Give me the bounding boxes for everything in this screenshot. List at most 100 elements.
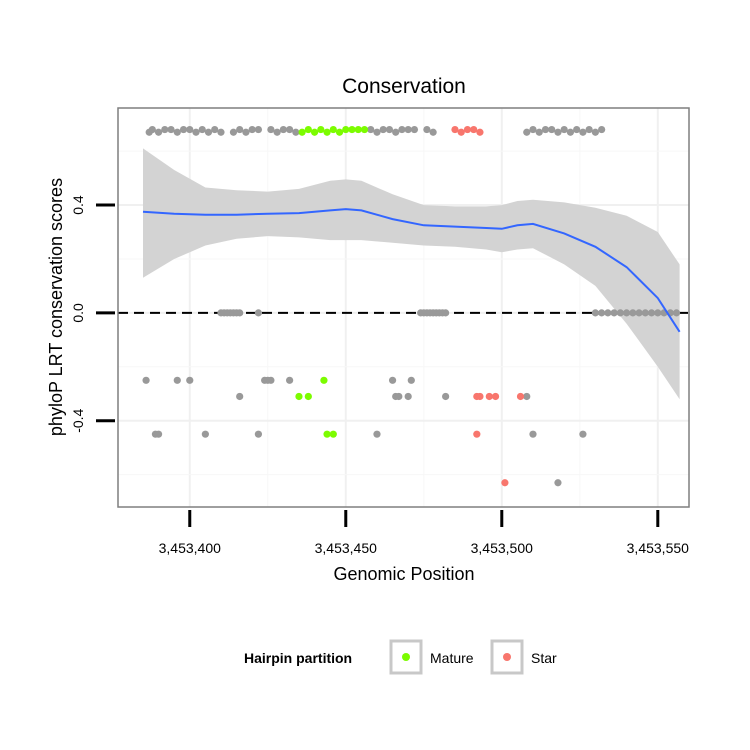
confidence-ribbon (143, 148, 680, 400)
chart-title: Conservation (342, 75, 466, 98)
point-other (236, 309, 244, 317)
point-other (173, 128, 181, 136)
point-other (598, 309, 606, 317)
point-mature (317, 125, 325, 134)
point-other (148, 125, 156, 134)
point-other (579, 128, 587, 136)
point-star (451, 125, 459, 134)
point-other (560, 125, 568, 134)
legend-label-mature: Mature (430, 650, 474, 666)
point-star (485, 392, 493, 401)
point-other (385, 125, 394, 134)
point-other (204, 128, 213, 136)
point-other (647, 309, 656, 317)
point-other (373, 128, 381, 136)
point-other (254, 125, 263, 134)
point-other (388, 376, 397, 384)
point-other (236, 125, 244, 134)
point-other (217, 128, 225, 136)
point-mature (323, 128, 331, 136)
point-other (267, 376, 275, 384)
point-other (654, 309, 662, 317)
point-other (429, 128, 437, 136)
point-other (248, 125, 256, 134)
plot-background (118, 108, 689, 507)
y-axis: 0.4 0.0 -0.4 (70, 195, 115, 433)
point-other (179, 125, 188, 134)
point-other (523, 392, 531, 401)
x-tick-label: 3,453,550 (627, 540, 689, 556)
legend-dot-mature (402, 653, 410, 661)
legend-label-star: Star (531, 650, 557, 666)
point-other (292, 128, 300, 136)
point-other (407, 376, 415, 384)
y-tick-label: 0.0 (70, 303, 86, 323)
point-star (463, 125, 472, 134)
point-other (186, 376, 194, 384)
legend-key-mature (389, 639, 423, 675)
point-other (201, 430, 209, 438)
point-other (635, 309, 643, 317)
point-mature (342, 125, 350, 134)
point-mature (320, 376, 328, 384)
point-other (142, 376, 150, 384)
point-other (367, 125, 375, 134)
point-other (173, 376, 181, 384)
point-star (470, 125, 478, 134)
point-other (161, 125, 169, 134)
point-mature (323, 430, 331, 438)
x-axis-label: Genomic Position (333, 564, 474, 584)
point-mature (348, 125, 356, 134)
point-mature (310, 128, 319, 136)
point-other (410, 125, 419, 134)
point-star (473, 430, 481, 438)
point-other (423, 125, 431, 134)
point-mature (360, 125, 369, 134)
legend: Hairpin partition Mature Star (244, 639, 557, 675)
point-other (579, 430, 587, 438)
point-other (616, 309, 624, 317)
point-mature (295, 392, 303, 401)
point-other (242, 128, 250, 136)
point-other (404, 392, 412, 401)
point-mature (304, 392, 312, 401)
point-other (379, 125, 387, 134)
point-other (535, 128, 543, 136)
point-other (154, 128, 163, 136)
point-other (404, 125, 412, 134)
point-other (529, 430, 537, 438)
point-other (591, 309, 599, 317)
point-other (398, 125, 406, 134)
point-other (395, 392, 403, 401)
point-other (279, 125, 287, 134)
point-other (198, 125, 206, 134)
smooth-line (142, 208, 681, 333)
point-other (541, 125, 550, 134)
point-other (554, 479, 562, 487)
y-axis-label: phyloP LRT conservation scores (46, 178, 66, 436)
legend-title: Hairpin partition (244, 650, 352, 666)
point-mature (304, 125, 312, 134)
y-tick-label: -0.4 (70, 408, 86, 432)
point-other (610, 309, 618, 317)
point-other (585, 125, 593, 134)
point-other (236, 392, 244, 401)
point-other (254, 309, 263, 317)
point-other (629, 309, 637, 317)
point-mature (329, 430, 337, 438)
x-tick-label: 3,453,450 (315, 540, 377, 556)
point-other (192, 128, 200, 136)
point-star (476, 392, 484, 401)
point-other (154, 430, 163, 438)
point-other (548, 125, 556, 134)
point-star (491, 392, 500, 401)
point-star (501, 479, 509, 487)
point-other (267, 125, 275, 134)
point-other (591, 128, 599, 136)
point-other (229, 128, 238, 136)
point-mature (335, 128, 344, 136)
legend-dot-star (503, 653, 511, 661)
point-other (529, 125, 537, 134)
point-star (516, 392, 525, 401)
